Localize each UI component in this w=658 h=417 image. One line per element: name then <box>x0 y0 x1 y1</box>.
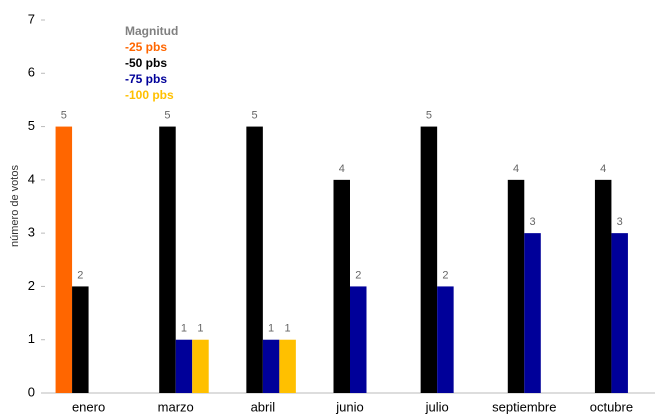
value-label: 5 <box>426 109 432 121</box>
value-label: 2 <box>77 269 83 281</box>
bar <box>507 179 525 393</box>
y-tick-label: 6 <box>28 65 35 80</box>
bar <box>611 233 628 393</box>
value-label: 3 <box>529 216 535 228</box>
y-axis-label: número de votos <box>9 165 21 247</box>
y-tick-label: 1 <box>28 331 35 346</box>
value-label: 2 <box>355 269 361 281</box>
bar <box>350 286 367 393</box>
bar <box>175 339 193 393</box>
value-label: 1 <box>285 323 291 335</box>
value-label: 1 <box>181 323 187 335</box>
value-label: 3 <box>617 216 623 228</box>
bar <box>159 126 176 394</box>
legend-title: Magnitud <box>125 24 178 38</box>
bar <box>279 339 296 393</box>
legend-entry: -50 pbs <box>125 56 167 70</box>
value-label: 1 <box>197 323 203 335</box>
legend-entry: -75 pbs <box>125 72 167 86</box>
legend-entry: -100 pbs <box>125 88 174 102</box>
y-tick-label: 7 <box>28 11 35 26</box>
y-tick-label: 0 <box>28 384 35 399</box>
x-tick-label: junio <box>335 399 363 414</box>
bar <box>192 339 209 393</box>
value-label: 4 <box>600 163 606 175</box>
bar <box>55 126 73 394</box>
x-tick-label: marzo <box>158 399 194 414</box>
value-label: 5 <box>61 109 67 121</box>
value-label: 5 <box>164 109 170 121</box>
value-label: 4 <box>339 163 345 175</box>
value-label: 4 <box>513 163 519 175</box>
x-tick-label: abril <box>251 399 276 414</box>
bar <box>246 126 263 394</box>
x-tick-label: septiembre <box>492 399 556 414</box>
bar <box>437 286 454 393</box>
y-tick-label: 3 <box>28 225 35 240</box>
y-tick-label: 2 <box>28 278 35 293</box>
value-label: 5 <box>252 109 258 121</box>
bar <box>420 126 438 394</box>
x-tick-label: octubre <box>590 399 633 414</box>
y-tick-label: 4 <box>28 171 35 186</box>
bar <box>594 179 612 393</box>
value-label: 2 <box>442 269 448 281</box>
value-label: 1 <box>268 323 274 335</box>
x-tick-label: julio <box>425 399 449 414</box>
y-tick-label: 5 <box>28 118 35 133</box>
bar <box>333 179 350 393</box>
bar <box>72 286 89 393</box>
bar <box>262 339 280 393</box>
legend-entry: -25 pbs <box>125 40 167 54</box>
bar <box>524 233 541 393</box>
x-tick-label: enero <box>72 399 105 414</box>
